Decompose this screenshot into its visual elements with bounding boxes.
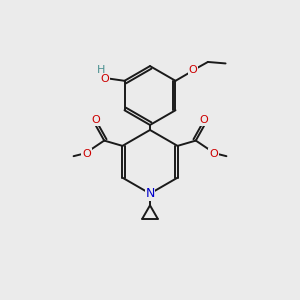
Text: O: O (200, 115, 208, 125)
Text: O: O (100, 74, 109, 84)
Text: H: H (97, 64, 106, 75)
Text: O: O (82, 149, 91, 159)
Text: N: N (145, 187, 155, 200)
Text: O: O (189, 65, 197, 75)
Text: O: O (209, 149, 218, 159)
Text: O: O (92, 115, 100, 125)
